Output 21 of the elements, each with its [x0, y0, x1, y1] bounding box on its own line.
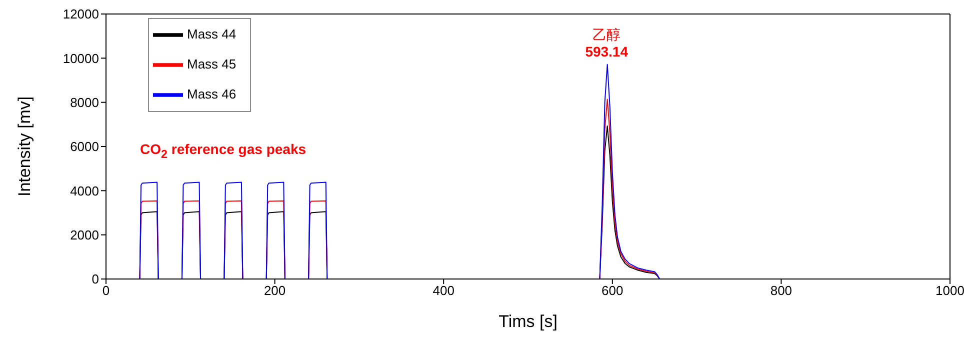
annotation: 593.14	[585, 43, 628, 60]
x-tick-label: 600	[602, 283, 624, 298]
y-tick-label: 6000	[70, 139, 99, 154]
x-tick-label: 0	[102, 283, 110, 298]
annotation: CO$_{2}$ reference gas peaks	[140, 141, 306, 161]
legend-label: Mass 46	[187, 86, 236, 102]
x-axis-title: Tims [s]	[498, 312, 558, 331]
x-tick-label: 800	[770, 283, 792, 298]
x-tick-label: 400	[432, 283, 454, 298]
legend-label: Mass 45	[187, 56, 236, 72]
y-tick-label: 4000	[70, 183, 99, 198]
y-axis-title: Intensity [mv]	[15, 96, 34, 196]
y-tick-label: 8000	[70, 94, 99, 110]
x-tick-label: 200	[264, 283, 286, 298]
legend-label: Mass 44	[187, 26, 236, 42]
x-tick-label: 1000	[936, 283, 964, 298]
y-tick-label: 0	[92, 272, 99, 287]
annotation: 乙醇	[592, 26, 621, 42]
y-tick-label: 10000	[62, 50, 99, 66]
y-tick-label: 12000	[62, 6, 99, 22]
y-tick-label: 2000	[70, 227, 99, 242]
